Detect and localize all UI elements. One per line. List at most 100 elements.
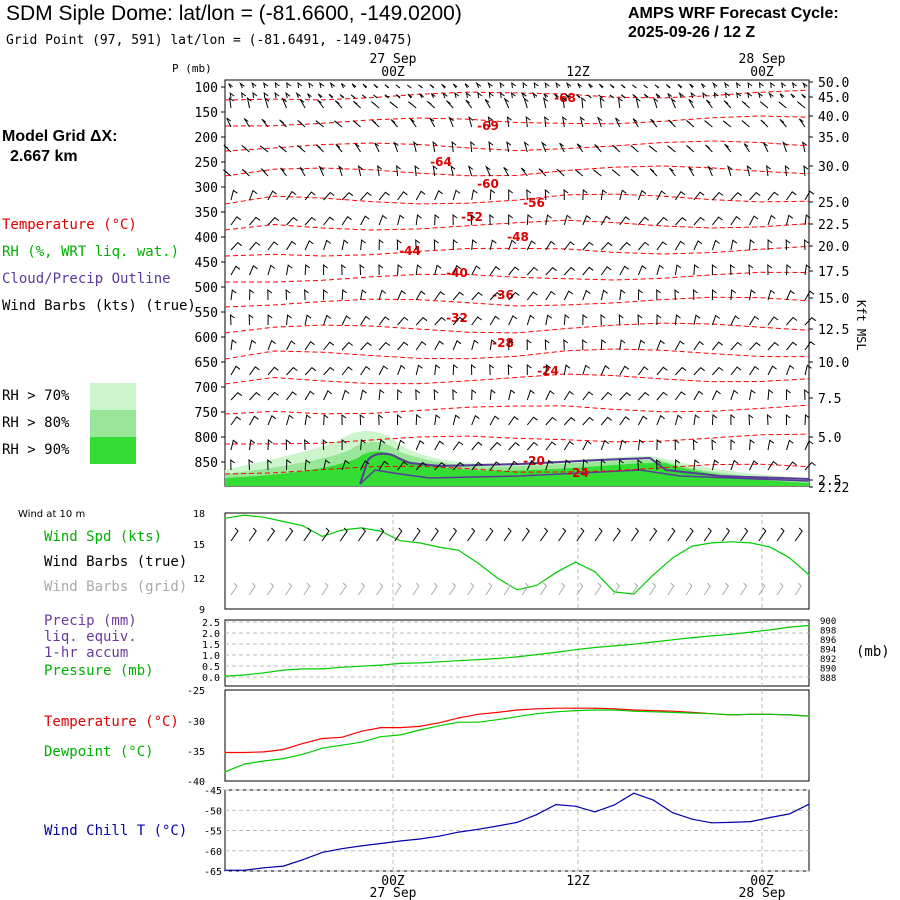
wind-barb: [674, 190, 686, 201]
legend-precip: Precip (mm): [44, 613, 137, 629]
temperature-y-tick: -35: [187, 747, 205, 758]
height-tick-label: 15.0: [818, 292, 849, 307]
wind-barb: [499, 91, 505, 99]
wind-barb: [526, 240, 536, 251]
wind-barb: [229, 91, 235, 99]
wind-barb: [609, 94, 615, 99]
wind-barb: [749, 365, 760, 376]
wind-barb-true: [539, 527, 549, 542]
wind-barb: [526, 389, 535, 401]
wind-barb: [415, 317, 428, 326]
temperature-series-point: [321, 737, 323, 740]
wind-barb: [304, 288, 309, 301]
wind-barb: [674, 288, 680, 301]
wind-barb: [308, 81, 314, 89]
wind-chill-series: [225, 792, 810, 871]
wind-barb: [239, 81, 245, 89]
wind-barb: [674, 459, 680, 471]
wind-barb: [390, 119, 398, 128]
wind-chill-series-point: [516, 821, 518, 824]
precip-y-tick: 2.0: [202, 629, 220, 640]
wind-barb: [360, 460, 370, 471]
wind-barb: [274, 81, 280, 89]
wind-barb: [489, 239, 497, 251]
top-time-tick: 00Z: [381, 65, 405, 80]
wind-chill-series-point: [419, 838, 421, 840]
wind-chill-series-point: [788, 813, 791, 815]
wind-barb: [784, 165, 790, 177]
wind-barb: [693, 240, 703, 251]
wind-barb: [619, 265, 629, 276]
wind-barb: [230, 265, 241, 276]
wind-barb: [489, 213, 495, 226]
wind-speed-series-point: [750, 542, 752, 544]
wind-barb: [489, 265, 501, 276]
legend-wind-grid: Wind Barbs (grid): [44, 579, 188, 595]
wind-barb: [686, 120, 695, 128]
wind-barb: [429, 84, 435, 89]
wind-barb: [582, 314, 588, 326]
wind-barb: [230, 365, 241, 376]
precip-y-tick: 1.0: [202, 651, 220, 662]
wind-barb: [801, 93, 806, 99]
dewpoint-series-point: [341, 744, 343, 746]
height-tick-label: 10.0: [818, 356, 849, 371]
wind-barb: [508, 442, 520, 451]
wind-barb: [526, 460, 536, 471]
wind-barb: [508, 415, 519, 426]
wind-barb: [341, 289, 348, 301]
wind-barb-true: [612, 527, 621, 542]
isotherm-label: -44: [399, 244, 421, 258]
wind-barb: [222, 169, 232, 177]
wind-barb: [765, 164, 771, 177]
wind-barb: [397, 290, 406, 301]
wind-barb: [674, 391, 686, 401]
wind-barb: [620, 84, 626, 89]
temperature-series-point: [360, 730, 362, 732]
wind-barb: [669, 167, 676, 177]
wind-barb-grid: [285, 582, 293, 596]
isotherm-label: -69: [477, 119, 499, 133]
pressure-y-tick: 900: [820, 617, 836, 627]
wind-barb-grid: [412, 582, 420, 596]
wind-barb: [384, 94, 390, 99]
wind-speed-series: [224, 514, 810, 595]
wind-barb: [791, 81, 797, 89]
wind-chill-y-tick: -65: [204, 867, 222, 878]
wind-barb: [521, 91, 527, 99]
wind-barb-grid: [558, 582, 566, 596]
wind-barb: [263, 91, 269, 99]
wind-barb: [304, 240, 314, 251]
wind-barb: [693, 414, 700, 426]
wind-barb: [648, 145, 658, 153]
wind-barb-true: [649, 527, 658, 542]
pressure-series-point: [380, 664, 382, 666]
wind-barb-true: [667, 527, 676, 542]
wind-barb: [677, 83, 683, 89]
height-tick-label: 40.0: [818, 110, 849, 125]
wind-barb: [409, 118, 417, 128]
wind-barb: [434, 190, 443, 201]
dewpoint-series-point: [380, 736, 382, 738]
wind-barb: [452, 213, 458, 226]
wind-barb: [323, 239, 331, 251]
temperature-series-point: [613, 708, 615, 710]
wind-chill-series-point: [243, 869, 246, 871]
wind-barb: [274, 91, 280, 99]
wind-barb: [434, 264, 442, 276]
wind-barb: [655, 93, 661, 99]
wind-barb: [593, 169, 602, 177]
wind-barb: [615, 117, 621, 128]
wind-barb: [563, 241, 575, 251]
wind-barb: [786, 191, 797, 201]
wind-barb-grid: [576, 582, 584, 596]
wind-barb: [804, 190, 815, 201]
wind-barb: [562, 115, 567, 128]
height-tick-label: 5.0: [818, 431, 841, 446]
wind-barb: [360, 315, 371, 326]
wind-barb: [713, 91, 719, 99]
wind-barb: [526, 214, 533, 226]
isotherm-label: -24: [567, 466, 589, 480]
wind-barb: [574, 169, 584, 177]
wind-barb: [249, 265, 258, 276]
